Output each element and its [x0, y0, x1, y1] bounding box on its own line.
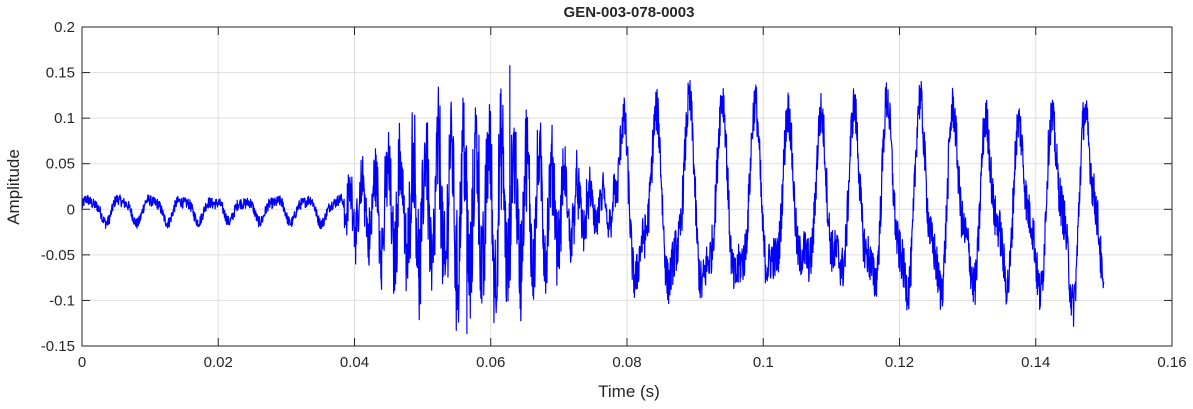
- chart-title: GEN-003-078-0003: [564, 4, 695, 21]
- y-tick-label: 0.2: [54, 19, 75, 36]
- x-tick-label: 0.04: [340, 354, 369, 371]
- x-tick-label: 0.02: [204, 354, 233, 371]
- waveform-series-line: [81, 80, 1105, 331]
- x-tick-label: 0.06: [476, 354, 505, 371]
- x-tick-label: 0: [78, 354, 86, 371]
- x-tick-label: 0.14: [1021, 354, 1050, 371]
- x-tick-label: 0.08: [612, 354, 641, 371]
- y-tick-label: -0.1: [49, 292, 75, 309]
- y-tick-label: 0.05: [46, 156, 75, 173]
- y-tick-label: -0.15: [41, 338, 75, 355]
- y-tick-label: 0.15: [46, 65, 75, 82]
- series-layer: [81, 65, 1105, 335]
- x-tick-label: 0.1: [753, 354, 774, 371]
- y-tick-label: -0.05: [41, 247, 75, 264]
- x-tick-label: 0.16: [1157, 354, 1186, 371]
- y-axis-label: Amplitude: [4, 149, 23, 225]
- axes-layer: 0 0.02 0.04 0.06 0.08 0.1 0.12 0.14 0.16 0.2 0.15 0…: [41, 19, 1187, 371]
- x-axis-label: Time (s): [598, 382, 660, 401]
- x-tick-label: 0.12: [885, 354, 914, 371]
- y-tick-label: 0: [67, 201, 75, 218]
- y-tick-label: 0.1: [54, 110, 75, 127]
